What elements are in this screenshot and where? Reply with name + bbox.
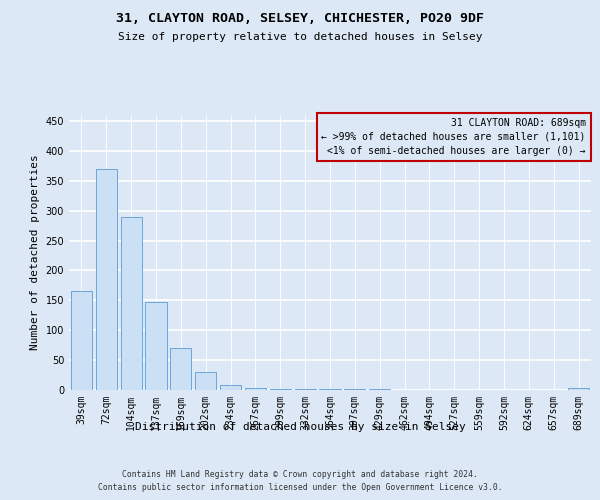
Text: Contains public sector information licensed under the Open Government Licence v3: Contains public sector information licen… (98, 482, 502, 492)
Y-axis label: Number of detached properties: Number of detached properties (30, 154, 40, 350)
Bar (195, 372, 216, 390)
Bar (145, 302, 167, 390)
Bar (170, 348, 191, 390)
Text: 31, CLAYTON ROAD, SELSEY, CHICHESTER, PO20 9DF: 31, CLAYTON ROAD, SELSEY, CHICHESTER, PO… (116, 12, 484, 26)
Bar (568, 388, 589, 390)
Bar (245, 388, 266, 390)
Bar (71, 292, 92, 390)
Text: Distribution of detached houses by size in Selsey: Distribution of detached houses by size … (134, 422, 466, 432)
Text: Contains HM Land Registry data © Crown copyright and database right 2024.: Contains HM Land Registry data © Crown c… (122, 470, 478, 479)
Bar (121, 216, 142, 390)
Text: 31 CLAYTON ROAD: 689sqm
← >99% of detached houses are smaller (1,101)
<1% of sem: 31 CLAYTON ROAD: 689sqm ← >99% of detach… (322, 118, 586, 156)
Bar (220, 385, 241, 390)
Bar (96, 169, 117, 390)
Text: Size of property relative to detached houses in Selsey: Size of property relative to detached ho… (118, 32, 482, 42)
Bar (270, 389, 291, 390)
